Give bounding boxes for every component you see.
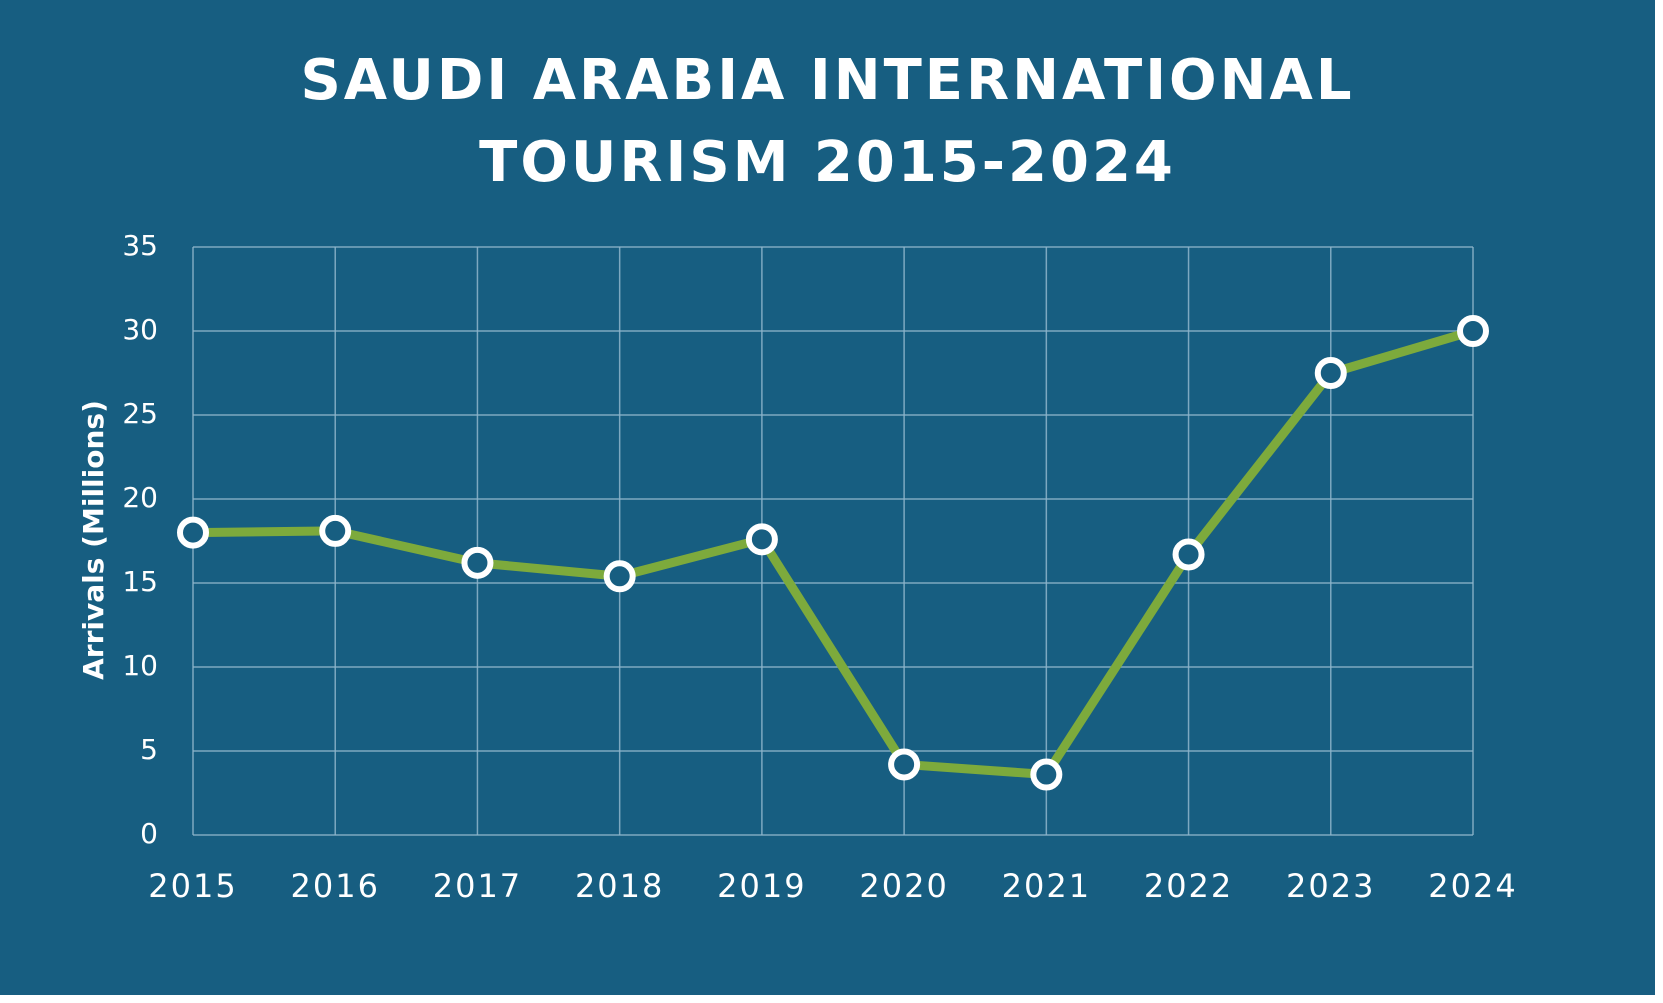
y-tick-labels: 0 5 10 15 20 25 30 35 (122, 229, 158, 850)
series-line (188, 326, 1478, 780)
data-point-2022 (1172, 538, 1205, 571)
data-point-2015 (177, 516, 209, 549)
x-tick-label: 2018 (575, 867, 664, 905)
y-tick-label: 20 (122, 481, 158, 514)
chart-title-line-1: SAUDI ARABIA INTERNATIONAL (300, 48, 1355, 113)
x-tick-label: 2017 (433, 867, 522, 905)
y-tick-label: 10 (122, 649, 158, 682)
data-point-2019 (745, 523, 778, 556)
y-tick-label: 35 (122, 229, 158, 262)
y-tick-label: 5 (140, 733, 158, 766)
x-tick-label: 2022 (1144, 867, 1233, 905)
series-arrivals (188, 326, 1478, 780)
y-tick-label: 25 (122, 397, 158, 430)
data-point-2018 (603, 560, 636, 593)
data-point-2020 (888, 748, 921, 781)
data-point-2024 (1457, 315, 1489, 347)
data-point-2021 (1030, 758, 1063, 791)
data-point-2023 (1314, 357, 1347, 389)
data-point-2017 (461, 546, 494, 579)
x-tick-label: 2019 (717, 867, 806, 905)
x-tick-label: 2020 (859, 867, 948, 905)
chart-title-line-2: TOURISM 2015-2024 (479, 130, 1176, 195)
y-axis-label: Arrivals (Millions) (77, 400, 110, 680)
data-point-2016 (319, 514, 352, 547)
y-tick-label: 15 (122, 565, 158, 598)
y-tick-label: 0 (140, 817, 158, 850)
x-tick-label: 2016 (291, 867, 380, 905)
x-tick-label: 2024 (1428, 867, 1517, 905)
chart-title: SAUDI ARABIA INTERNATIONAL TOURISM 2015-… (0, 40, 1655, 204)
x-tick-label: 2021 (1002, 867, 1091, 905)
x-tick-labels: 2015 2016 2017 2018 2019 2020 2021 2022 2023 2024 (148, 867, 1517, 905)
series-markers (177, 315, 1489, 791)
x-tick-label: 2023 (1286, 867, 1375, 905)
y-tick-label: 30 (122, 313, 158, 346)
x-tick-label: 2015 (148, 867, 237, 905)
